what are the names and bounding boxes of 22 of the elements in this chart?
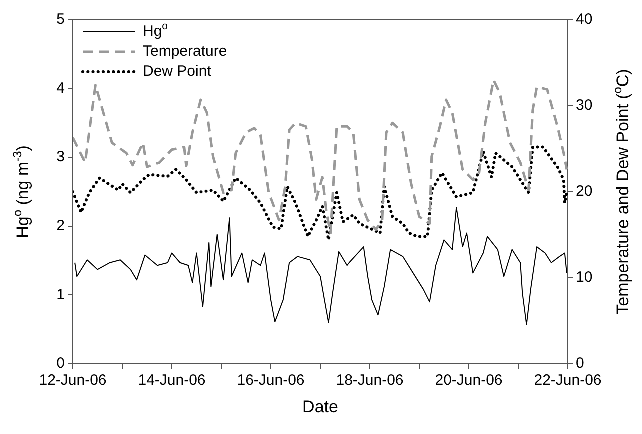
y2-axis-title: Temperature and Dew Point (oC) xyxy=(610,69,633,315)
y2-tick-label: 0 xyxy=(576,355,584,372)
y-tick-label: 0 xyxy=(56,355,65,372)
y2-tick-label: 30 xyxy=(576,97,593,114)
x-axis-title: Date xyxy=(302,398,338,417)
y-tick-label: 3 xyxy=(56,148,65,166)
x-tick-label: 22-Jun-06 xyxy=(534,372,602,390)
y2-tick-label: 10 xyxy=(576,269,593,286)
x-tick-label: 16-Jun-06 xyxy=(237,372,305,390)
legend-label: Dew Point xyxy=(143,63,212,80)
y-axis-title: Hgo (ng m-3) xyxy=(10,146,33,238)
y-tick-label: 1 xyxy=(56,286,65,304)
x-tick-label: 12-Jun-06 xyxy=(39,372,107,390)
x-tick-label: 20-Jun-06 xyxy=(435,372,503,390)
y2-tick-label: 40 xyxy=(576,11,593,28)
y-tick-label: 2 xyxy=(56,218,65,235)
x-tick-label: 14-Jun-06 xyxy=(138,372,206,390)
y-tick-label: 4 xyxy=(56,80,65,97)
y-tick-label: 5 xyxy=(56,11,65,28)
legend-label: Temperature xyxy=(143,43,228,60)
y2-tick-label: 20 xyxy=(576,183,593,200)
x-tick-label: 18-Jun-06 xyxy=(336,372,404,390)
